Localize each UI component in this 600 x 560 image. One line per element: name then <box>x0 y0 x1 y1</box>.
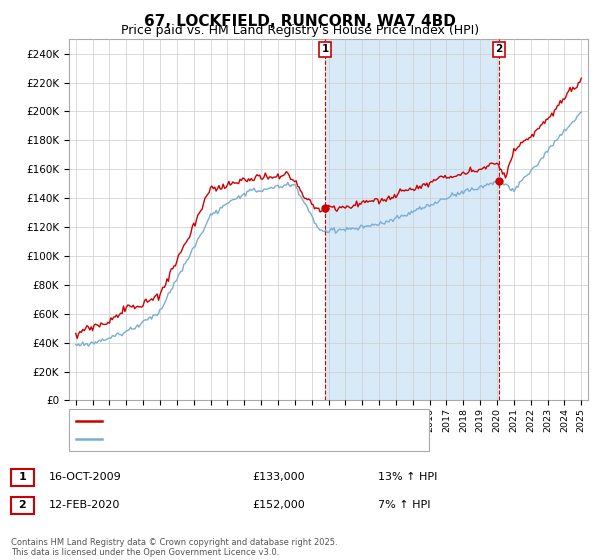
Text: 67, LOCKFIELD, RUNCORN, WA7 4BD (semi-detached house): 67, LOCKFIELD, RUNCORN, WA7 4BD (semi-de… <box>107 416 403 426</box>
Text: 7% ↑ HPI: 7% ↑ HPI <box>378 500 431 510</box>
Text: £152,000: £152,000 <box>252 500 305 510</box>
Text: Contains HM Land Registry data © Crown copyright and database right 2025.
This d: Contains HM Land Registry data © Crown c… <box>11 538 337 557</box>
Text: £133,000: £133,000 <box>252 472 305 482</box>
Text: 16-OCT-2009: 16-OCT-2009 <box>49 472 121 482</box>
Text: HPI: Average price, semi-detached house, Halton: HPI: Average price, semi-detached house,… <box>107 434 347 444</box>
Text: 2: 2 <box>496 44 503 54</box>
Text: 1: 1 <box>19 472 26 482</box>
Bar <box>325 39 499 400</box>
Text: 1: 1 <box>322 44 329 54</box>
Text: 12-FEB-2020: 12-FEB-2020 <box>49 500 120 510</box>
Text: 13% ↑ HPI: 13% ↑ HPI <box>378 472 437 482</box>
Text: 67, LOCKFIELD, RUNCORN, WA7 4BD: 67, LOCKFIELD, RUNCORN, WA7 4BD <box>144 14 456 29</box>
Text: Price paid vs. HM Land Registry's House Price Index (HPI): Price paid vs. HM Land Registry's House … <box>121 24 479 37</box>
Text: 2: 2 <box>19 500 26 510</box>
